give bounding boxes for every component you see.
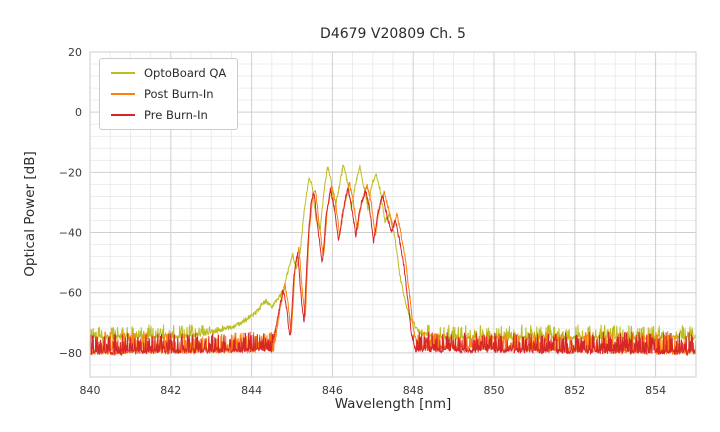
legend-entry-post-burn-in: Post Burn-In (111, 87, 226, 101)
y-tick-label: −80 (59, 347, 82, 360)
legend-line-swatch (111, 93, 135, 95)
y-tick-label: −60 (59, 287, 82, 300)
x-tick-labels: 840 842 844 846 848 850 852 854 (80, 384, 667, 397)
y-axis-label: Optical Power [dB] (22, 151, 38, 277)
legend-entry-pre-burn-in: Pre Burn-In (111, 108, 226, 122)
plot-border (89, 51, 697, 378)
x-tick-label: 846 (322, 384, 343, 397)
series-line-pre-burn-in (89, 187, 697, 357)
x-tick-label: 844 (241, 384, 262, 397)
chart-title: D4679 V20809 Ch. 5 (320, 26, 466, 42)
x-tick-label: 848 (403, 384, 424, 397)
y-tick-label: −40 (59, 227, 82, 240)
x-tick-label: 850 (484, 384, 505, 397)
legend-label: Pre Burn-In (144, 108, 208, 122)
x-tick-label: 842 (160, 384, 181, 397)
y-tick-labels: 20 0 −20 −40 −60 −80 (59, 46, 82, 360)
legend: OptoBoard QA Post Burn-In Pre Burn-In (99, 58, 239, 130)
legend-line-swatch (111, 114, 135, 116)
legend-line-swatch (111, 72, 135, 74)
legend-label: OptoBoard QA (144, 66, 227, 80)
y-tick-label: 0 (75, 106, 82, 119)
y-tick-label: 20 (68, 46, 82, 59)
legend-label: Post Burn-In (144, 87, 214, 101)
x-tick-label: 852 (564, 384, 585, 397)
x-tick-label: 854 (645, 384, 666, 397)
y-tick-label: −20 (59, 166, 82, 179)
x-axis-label: Wavelength [nm] (334, 396, 452, 412)
legend-entry-optoboard-qa: OptoBoard QA (111, 66, 226, 80)
x-tick-label: 840 (80, 384, 101, 397)
